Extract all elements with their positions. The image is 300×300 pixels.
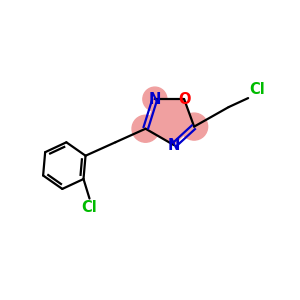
Circle shape (181, 113, 208, 140)
Text: Cl: Cl (82, 200, 98, 215)
Circle shape (143, 87, 167, 111)
Text: O: O (178, 92, 190, 106)
Text: N: N (168, 138, 180, 153)
Circle shape (132, 115, 159, 142)
Text: Cl: Cl (250, 82, 266, 97)
Text: N: N (149, 92, 161, 106)
Polygon shape (146, 99, 194, 145)
